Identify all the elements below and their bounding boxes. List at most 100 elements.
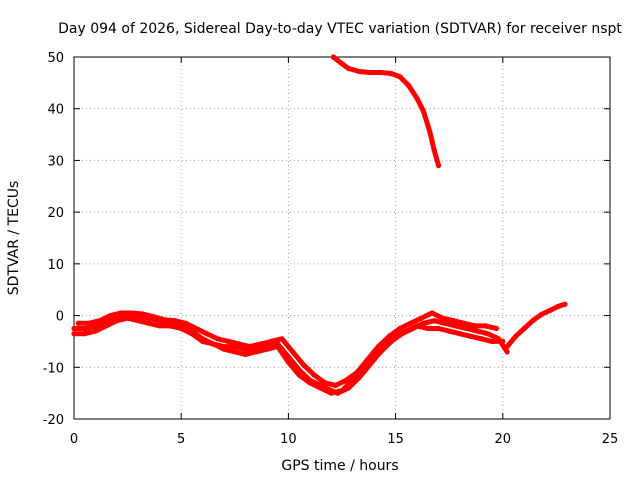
data-point: [167, 323, 174, 329]
data-point: [461, 320, 467, 326]
data-point: [253, 349, 259, 355]
data-point: [311, 372, 317, 378]
data-point: [118, 310, 124, 316]
data-point: [322, 380, 328, 386]
y-tick-label: 0: [56, 310, 64, 325]
data-point: [386, 333, 392, 339]
data-point: [71, 331, 77, 337]
data-point: [232, 349, 238, 355]
data-point: [343, 377, 349, 383]
data-point: [504, 344, 510, 350]
data-point: [296, 372, 302, 378]
data-point: [388, 70, 394, 77]
grid: [74, 57, 610, 419]
data-point: [92, 328, 98, 334]
data-point: [150, 314, 156, 320]
data-point: [210, 341, 216, 347]
data-point: [215, 336, 221, 342]
x-tick-label: 0: [70, 432, 78, 447]
y-tick-label: 50: [47, 51, 64, 66]
data-point: [103, 323, 109, 329]
data-point: [405, 82, 412, 88]
data-point: [429, 310, 435, 316]
data-point: [236, 341, 242, 347]
y-tick-label: 40: [47, 103, 64, 118]
data-point: [538, 311, 545, 318]
data-point: [114, 318, 120, 324]
data-point: [513, 333, 519, 339]
data-point: [328, 390, 334, 396]
data-point: [367, 69, 373, 76]
data-point: [182, 320, 189, 326]
data-point: [161, 317, 167, 323]
data-point: [300, 362, 306, 368]
data-point: [375, 344, 381, 350]
x-tick-label: 15: [387, 432, 404, 447]
data-point: [408, 320, 414, 326]
data-point: [200, 338, 206, 344]
data-point: [225, 338, 231, 344]
data-point: [483, 323, 489, 329]
data-point: [418, 315, 424, 321]
series-line-trace-d: [504, 301, 568, 350]
data-point: [489, 338, 495, 344]
data-point: [157, 323, 163, 329]
data-point: [431, 147, 437, 153]
data-point: [247, 344, 253, 350]
data-point: [504, 349, 510, 355]
data-point: [474, 328, 480, 334]
data-point: [189, 331, 195, 337]
y-tick-label: 10: [47, 258, 64, 273]
data-point: [521, 325, 527, 332]
data-point: [378, 69, 384, 76]
data-point: [446, 328, 452, 334]
data-point: [275, 344, 281, 350]
data-point: [339, 388, 345, 394]
data-point: [178, 325, 184, 332]
x-tick-label: 25: [602, 432, 619, 447]
data-point: [279, 336, 285, 342]
data-point: [397, 325, 403, 332]
data-point: [257, 341, 264, 347]
data-point: [555, 303, 562, 309]
data-point: [129, 310, 135, 316]
data-point: [431, 318, 437, 324]
x-tick-label: 5: [177, 432, 185, 447]
y-tick-label: -10: [43, 361, 64, 376]
data-point: [318, 385, 324, 391]
data-point: [125, 315, 131, 321]
data-point: [500, 338, 506, 344]
data-point: [365, 356, 371, 363]
y-tick-label: 30: [47, 154, 64, 169]
data-point: [420, 108, 427, 114]
data-point: [307, 380, 313, 386]
x-tick-label: 20: [495, 432, 512, 447]
data-point: [146, 320, 152, 326]
data-point: [356, 68, 362, 75]
data-point: [468, 333, 474, 339]
data-point: [264, 346, 270, 352]
data-point: [204, 331, 210, 337]
data-point: [414, 323, 420, 329]
data-point: [345, 65, 351, 71]
data-point: [547, 307, 553, 313]
plot-frame: [73, 56, 611, 420]
data-point: [530, 318, 536, 324]
data-point: [478, 336, 484, 342]
data-point: [425, 325, 431, 332]
data-point: [285, 359, 291, 365]
y-tick-label: 20: [47, 206, 64, 221]
data-point: [472, 323, 478, 329]
data-point: [97, 318, 103, 324]
data-point: [453, 323, 459, 329]
data-point: [562, 301, 568, 307]
data-point: [242, 351, 249, 357]
data-point: [135, 318, 141, 324]
data-point: [337, 59, 343, 65]
x-axis-label: GPS time / hours: [281, 458, 398, 474]
chart-title: Day 094 of 2026, Sidereal Day-to-day VTE…: [58, 21, 622, 37]
data-point: [82, 325, 88, 332]
data-point: [493, 325, 499, 332]
data-point: [140, 311, 146, 317]
